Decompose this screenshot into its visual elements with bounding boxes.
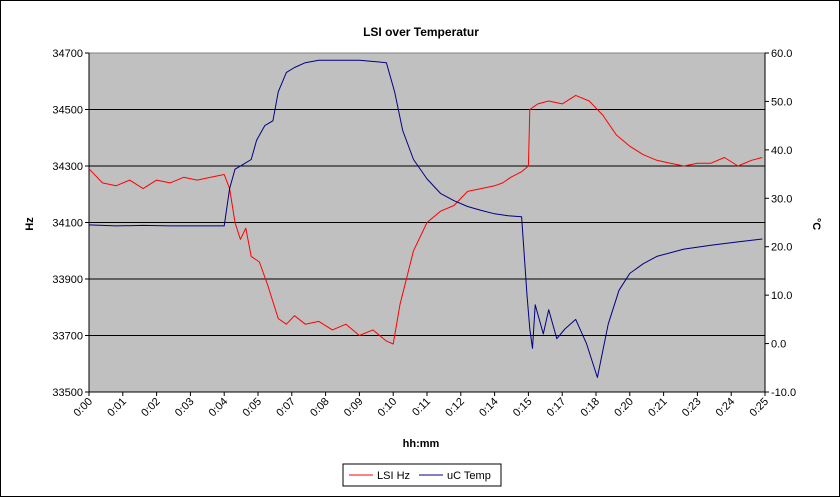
x-tick-label: 0:10 <box>376 396 400 420</box>
right-tick-label: 30.0 <box>771 193 792 205</box>
x-tick-label: 0:18 <box>578 396 602 420</box>
x-tick-label: 0:05 <box>240 396 264 420</box>
left-tick-label: 33900 <box>52 274 83 286</box>
x-tick-label: 0:14 <box>477 396 501 420</box>
left-tick-label: 34100 <box>52 218 83 230</box>
legend: LSI Hz uC Temp <box>342 463 502 487</box>
series-line-lsi-hz <box>88 94 763 345</box>
x-tick-label: 0:08 <box>308 396 332 420</box>
legend-label-temp: uC Temp <box>447 470 491 482</box>
left-tick-label: 33700 <box>52 331 83 343</box>
x-tick-label: 0:04 <box>207 396 231 420</box>
series-line-uc-temp <box>88 59 763 378</box>
right-tick-label: -10.0 <box>771 387 796 399</box>
x-tick-label: 0:17 <box>545 396 569 420</box>
x-axis-label: hh:mm <box>403 438 440 450</box>
x-tick-label: 0:02 <box>139 396 163 420</box>
x-axis-ticks: 0:00 0:01 0:02 0:03 0:04 0:05 0:07 0:08 0:09 0:10… <box>71 392 771 419</box>
y-axis-left-label: Hz <box>24 217 36 231</box>
right-tick-label: 50.0 <box>771 96 792 108</box>
x-tick-label: 0:03 <box>173 396 197 420</box>
right-tick-label: 60.0 <box>771 48 792 60</box>
right-axis-ticks: -10.0 0.0 10.0 20.0 30.0 40.0 50.0 60.0 <box>765 48 796 399</box>
series-layer <box>88 59 763 378</box>
y-axis-right-label: °C <box>810 218 822 230</box>
x-tick-label: 0:01 <box>105 396 129 420</box>
x-tick-label: 0:23 <box>680 396 704 420</box>
x-tick-label: 0:12 <box>443 396 467 420</box>
right-tick-label: 40.0 <box>771 145 792 157</box>
x-tick-label: 0:00 <box>71 396 95 420</box>
left-axis-ticks: 33500 33700 33900 34100 34300 34500 34700 <box>52 48 89 399</box>
legend-label-lsi: LSI Hz <box>377 470 410 482</box>
left-tick-label: 34500 <box>52 105 83 117</box>
x-tick-label: 0:24 <box>714 396 738 420</box>
right-tick-label: 20.0 <box>771 242 792 254</box>
x-tick-label: 0:21 <box>646 396 670 420</box>
x-tick-label: 0:07 <box>274 396 298 420</box>
left-tick-label: 34300 <box>52 161 83 173</box>
x-tick-label: 0:15 <box>511 396 535 420</box>
left-tick-label: 34700 <box>52 48 83 60</box>
chart-title: LSI over Temperatur <box>363 25 479 39</box>
x-tick-label: 0:09 <box>342 396 366 420</box>
x-tick-label: 0:25 <box>747 396 771 420</box>
right-tick-label: 10.0 <box>771 290 792 302</box>
left-tick-label: 33500 <box>52 387 83 399</box>
right-tick-label: 0.0 <box>771 339 786 351</box>
x-tick-label: 0:11 <box>410 396 433 419</box>
x-tick-label: 0:20 <box>612 396 636 420</box>
